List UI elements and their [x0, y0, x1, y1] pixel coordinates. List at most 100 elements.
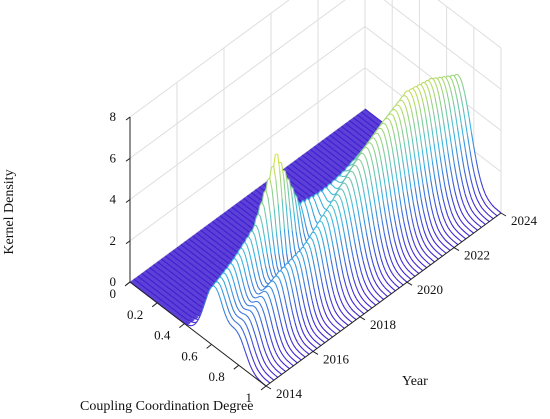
surface-line: [344, 322, 346, 324]
surface-line: [399, 281, 401, 283]
surface-line: [490, 210, 492, 212]
surface-line: [289, 362, 291, 364]
surface-line: [416, 265, 418, 267]
surface-line: [219, 277, 221, 278]
z-tick-mark: [126, 241, 130, 244]
surface-line: [432, 260, 434, 262]
surface-line: [283, 363, 285, 365]
surface-line: [418, 267, 420, 269]
surface-line: [381, 297, 383, 299]
surface-line: [472, 219, 474, 221]
surface-line: [291, 357, 293, 359]
surface-line: [332, 331, 334, 333]
surface-line: [379, 295, 381, 297]
surface-line: [428, 256, 430, 258]
surface-line: [334, 326, 336, 328]
x-tick-mark: [152, 303, 157, 307]
surface-line: [352, 316, 354, 318]
surface-line: [295, 255, 297, 256]
surface-line: [426, 261, 428, 263]
surface-line: [439, 248, 441, 250]
surface-line: [316, 342, 318, 344]
surface-line: [326, 331, 328, 333]
surface-line: [469, 229, 471, 231]
surface-line: [271, 371, 273, 373]
surface-line: [447, 242, 449, 244]
surface-line: [481, 221, 483, 223]
surface-line: [257, 293, 259, 294]
surface-line: [397, 286, 399, 288]
z-tick-label: 4: [110, 192, 117, 207]
surface-line: [347, 170, 349, 171]
surface-line: [403, 96, 405, 97]
surface-line: [457, 238, 459, 240]
surface-line: [281, 368, 283, 370]
surface-line: [424, 259, 426, 261]
surface-line: [467, 227, 469, 229]
surface-line: [377, 300, 379, 302]
x-tick-label: 0.4: [154, 328, 171, 343]
surface-line: [446, 247, 448, 249]
surface-line: [314, 340, 316, 342]
surface-line: [363, 307, 365, 309]
surface-line: [343, 171, 345, 172]
z-tick-label: 2: [110, 233, 117, 248]
y-tick-mark: [454, 248, 459, 251]
surface-line: [341, 176, 343, 177]
surface-line: [285, 365, 287, 367]
surface-line: [410, 272, 412, 274]
y-tick-mark: [313, 351, 318, 354]
surface-line: [291, 259, 293, 260]
x-tick-mark: [179, 324, 184, 328]
surface-line: [255, 298, 257, 299]
surface-layer: [130, 75, 501, 387]
surface-line: [428, 263, 430, 265]
x-tick-label: 0.6: [181, 348, 198, 363]
y-tick-label: 2022: [464, 248, 490, 263]
surface-line: [397, 105, 399, 106]
surface-line: [452, 246, 454, 248]
surface-line: [461, 235, 463, 237]
surface-line: [302, 348, 304, 350]
surface-line: [434, 255, 436, 257]
surface-line: [414, 270, 416, 272]
surface-line: [450, 244, 452, 246]
z-tick-mark: [126, 158, 130, 161]
z-tick-mark: [126, 117, 130, 120]
surface-line: [395, 284, 397, 286]
y-tick-mark: [407, 282, 412, 285]
surface-line: [269, 376, 271, 378]
z-axis-title: Kernel Density: [2, 169, 17, 254]
surface-line: [459, 233, 461, 235]
surface-line: [353, 311, 355, 313]
surface-line: [328, 333, 330, 335]
surface-line: [409, 277, 411, 279]
surface-line: [322, 334, 324, 336]
surface-line: [432, 253, 434, 255]
y-tick-label: 2014: [276, 386, 303, 401]
surface-line: [301, 353, 303, 355]
surface-line: [436, 257, 438, 259]
surface-line: [413, 274, 415, 276]
surface-line: [356, 313, 358, 315]
surface-line: [312, 345, 314, 347]
surface-line: [253, 302, 255, 303]
surface-line: [391, 287, 393, 289]
surface-line: [449, 237, 451, 239]
surface-line: [320, 339, 322, 341]
x-tick-label: 0.8: [209, 369, 225, 384]
surface-line: [493, 212, 495, 214]
surface-line: [393, 289, 395, 291]
surface-line: [477, 224, 479, 226]
surface-line: [485, 218, 487, 220]
gridline: [365, 0, 501, 48]
surface-line: [324, 336, 326, 338]
surface-line: [473, 227, 475, 229]
surface-line: [489, 215, 491, 217]
surface-line: [265, 379, 267, 381]
surface-line: [195, 319, 197, 320]
surface-line: [336, 328, 338, 330]
surface-line: [422, 264, 424, 266]
